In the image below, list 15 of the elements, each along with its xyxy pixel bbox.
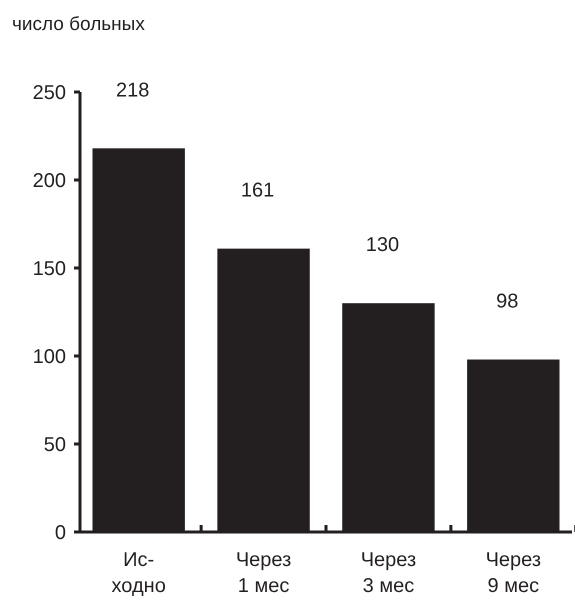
x-tick-label: Ис- ходно — [112, 549, 166, 597]
data-label: 161 — [240, 180, 274, 202]
data-label: 130 — [366, 234, 400, 256]
x-tick-label: Через 1 мес — [236, 549, 292, 597]
y-tick-label: 250 — [32, 82, 66, 104]
y-tick-label: 50 — [44, 434, 66, 456]
y-tick-label: 150 — [32, 258, 66, 280]
data-label: 218 — [116, 79, 150, 102]
x-tick-label: Через 9 мес — [486, 549, 542, 597]
y-tick-label: 0 — [54, 522, 66, 544]
data-label: 98 — [496, 290, 518, 313]
y-tick-label: 100 — [32, 346, 66, 368]
y-tick-label: 200 — [32, 170, 66, 192]
y-axis-title: число больных — [12, 14, 146, 35]
x-tick-label: Через 3 мес — [360, 549, 416, 597]
